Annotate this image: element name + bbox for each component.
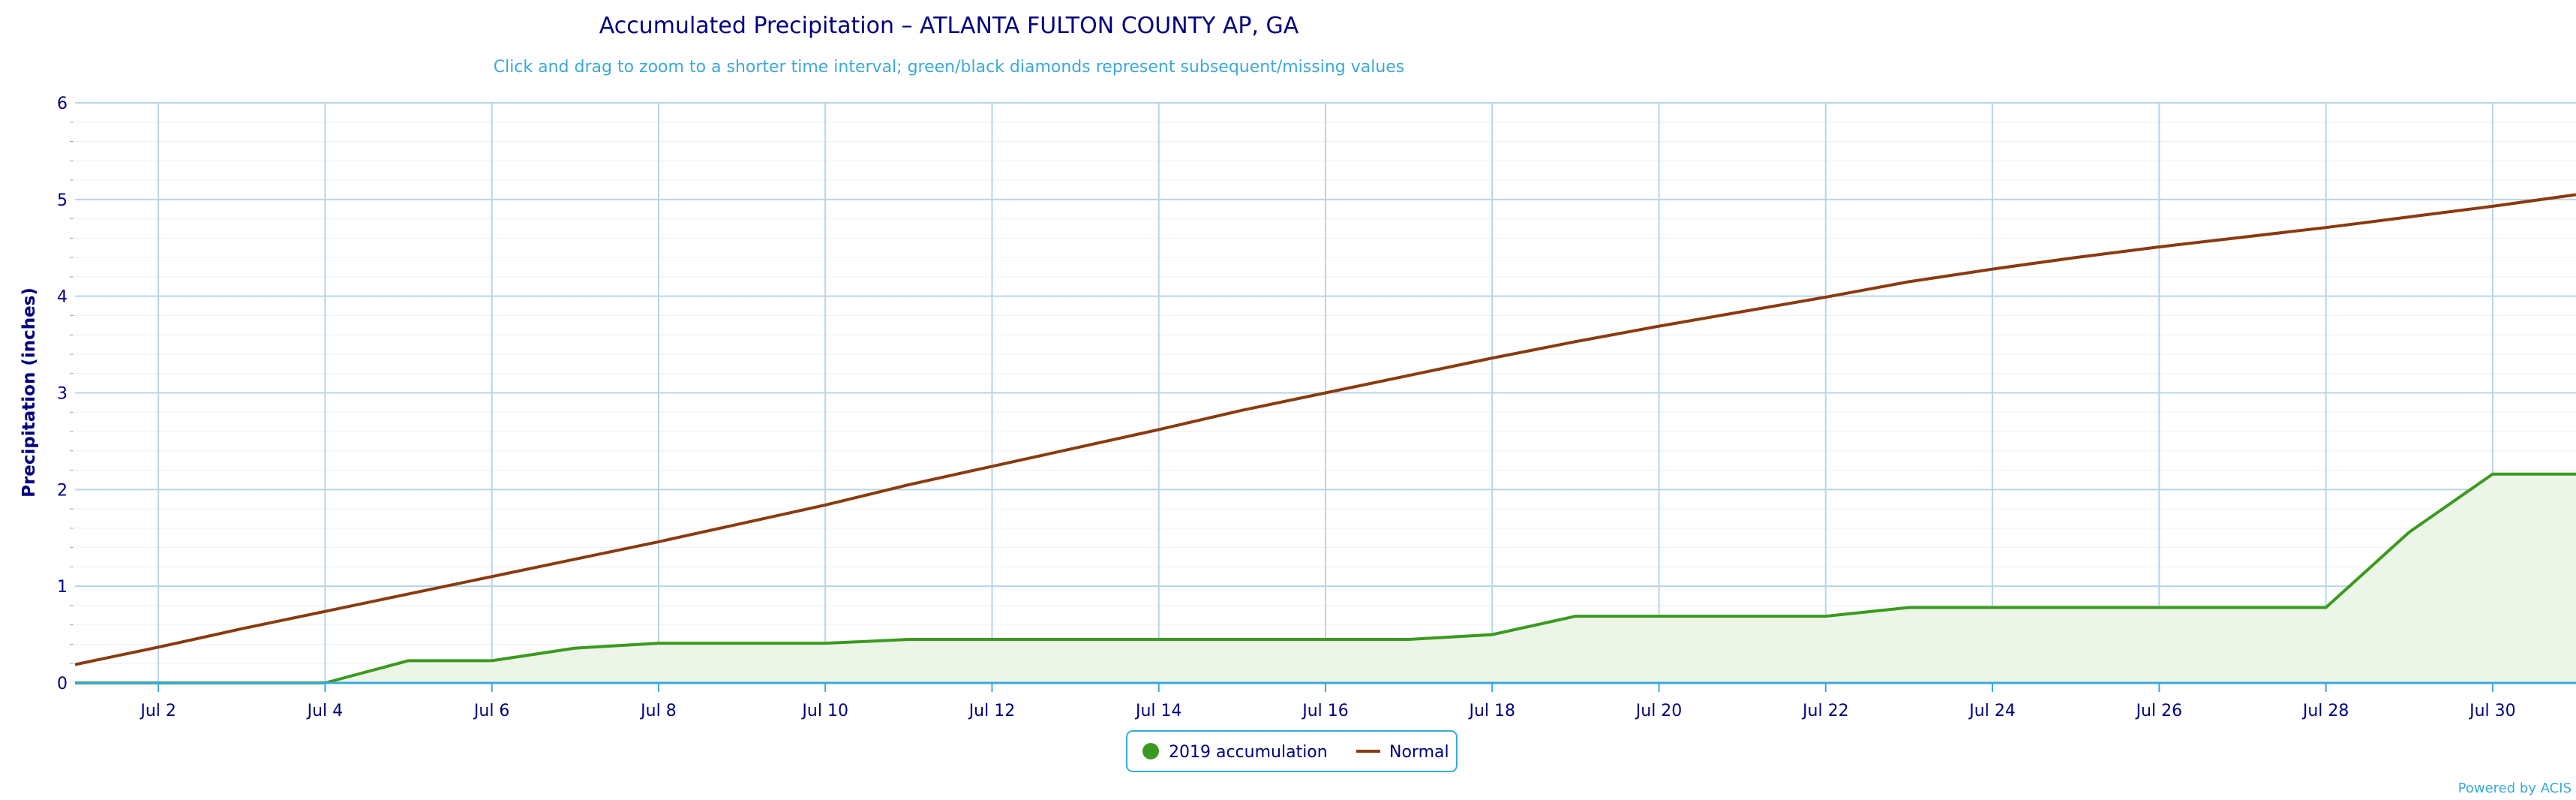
- legend: 2019 accumulation Normal: [1126, 730, 1458, 772]
- y-tick-label: 6: [57, 95, 68, 113]
- legend-item-accumulation[interactable]: 2019 accumulation: [1142, 743, 1328, 762]
- series-accumulation-line[interactable]: [75, 472, 2576, 684]
- chart-subtitle: Click and drag to zoom to a shorter time…: [494, 58, 1405, 77]
- legend-accumulation-label: 2019 accumulation: [1169, 743, 1328, 762]
- x-tick-label: Jul 18: [1468, 702, 1516, 720]
- y-tick-label: 3: [57, 385, 68, 404]
- x-tick-label: Jul 26: [2135, 702, 2183, 720]
- x-tick-label: Jul 2: [139, 702, 176, 720]
- series-accumulation-area: [75, 474, 2576, 683]
- y-tick-label: 5: [57, 191, 68, 210]
- y-tick-label: 0: [57, 675, 68, 693]
- x-tick-label: Jul 8: [639, 702, 677, 720]
- y-axis-title: Precipitation (inches): [20, 287, 39, 498]
- x-tick-label: Jul 12: [968, 702, 1016, 720]
- x-tick-label: Jul 14: [1134, 702, 1182, 720]
- x-tick-label: Jul 4: [306, 702, 344, 720]
- x-tick-label: Jul 28: [2301, 702, 2349, 720]
- x-tick-label: Jul 30: [2468, 702, 2516, 720]
- y-tick-label: 1: [57, 578, 68, 597]
- legend-normal-label: Normal: [1389, 743, 1449, 762]
- x-tick-label: Jul 22: [1801, 702, 1849, 720]
- x-tick-label: Jul 6: [473, 702, 510, 720]
- legend-item-normal[interactable]: Normal: [1356, 743, 1449, 762]
- legend-accumulation-marker: [1142, 743, 1159, 759]
- y-tick-label: 2: [57, 481, 68, 500]
- x-tick-label: Jul 24: [1968, 702, 2016, 720]
- x-tick-label: Jul 10: [800, 702, 848, 720]
- series-normal-line[interactable]: [74, 193, 2576, 666]
- x-tick-label: Jul 20: [1635, 702, 1683, 720]
- legend-box: [1126, 730, 1458, 772]
- chart-title: Accumulated Precipitation – ATLANTA FULT…: [599, 13, 1299, 39]
- credit-link[interactable]: Powered by ACIS: [2458, 780, 2571, 796]
- plot-area[interactable]: Jul 2 Jul 4 Jul 6 Jul 8 Jul 10 Jul 12 Jul 14 Ju…: [57, 95, 2576, 720]
- x-tick-label: Jul 16: [1301, 702, 1349, 720]
- y-tick-label: 4: [57, 288, 68, 307]
